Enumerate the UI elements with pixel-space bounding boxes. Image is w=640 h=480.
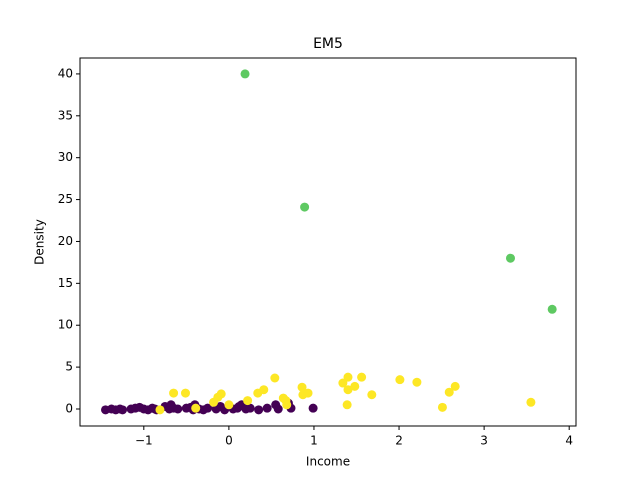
- x-tick-label: 4: [565, 434, 573, 448]
- scatter-point: [180, 388, 190, 398]
- scatter-point: [357, 372, 367, 382]
- scatter-point: [273, 404, 283, 414]
- x-tick-label: 3: [480, 434, 488, 448]
- y-axis-label: Density: [33, 219, 47, 265]
- x-tick-label: −1: [135, 434, 153, 448]
- y-tick-label: 25: [58, 192, 73, 206]
- scatter-point: [450, 381, 460, 391]
- scatter-point: [169, 388, 179, 398]
- scatter-point: [209, 397, 219, 407]
- scatter-point: [203, 403, 213, 413]
- scatter-point: [526, 397, 536, 407]
- scatter-point: [191, 403, 201, 413]
- scatter-point: [338, 378, 348, 388]
- scatter-point: [300, 202, 310, 212]
- scatter-point: [224, 400, 234, 410]
- scatter-point: [367, 390, 377, 400]
- scatter-point: [155, 405, 165, 415]
- scatter-point: [240, 69, 250, 79]
- scatter-point: [262, 403, 272, 413]
- scatter-point: [342, 400, 352, 410]
- scatter-point: [343, 372, 353, 382]
- scatter-point: [437, 402, 447, 412]
- scatter-point: [343, 385, 353, 395]
- x-tick-label: 0: [225, 434, 233, 448]
- plot-frame: [79, 57, 577, 427]
- scatter-point: [547, 304, 557, 314]
- x-axis-label: Income: [306, 455, 350, 469]
- scatter-point: [254, 405, 264, 415]
- y-tick-label: 35: [58, 108, 73, 122]
- y-tick-label: 0: [65, 401, 73, 415]
- scatter-point: [350, 381, 360, 391]
- y-tick-label: 20: [58, 234, 73, 248]
- x-tick-label: 2: [395, 434, 403, 448]
- scatter-point: [243, 396, 253, 406]
- scatter-point: [395, 375, 405, 385]
- chart-title: EM5: [313, 36, 343, 52]
- scatter-point: [444, 387, 454, 397]
- scatter-point: [118, 405, 128, 415]
- scatter-point: [303, 388, 313, 398]
- scatter-point: [270, 373, 280, 383]
- y-tick-label: 15: [58, 276, 73, 290]
- y-tick-label: 10: [58, 318, 73, 332]
- scatter-point: [505, 253, 515, 263]
- scatter-point: [245, 403, 255, 413]
- scatter-point: [259, 385, 269, 395]
- scatter-point: [282, 400, 292, 410]
- y-tick-label: 40: [58, 66, 73, 80]
- scatter-point: [308, 403, 318, 413]
- scatter-point: [173, 404, 183, 414]
- y-tick-label: 5: [65, 360, 73, 374]
- scatter-point: [216, 389, 226, 399]
- y-tick-label: 30: [58, 150, 73, 164]
- scatter-point: [297, 382, 307, 392]
- scatter-point: [412, 377, 422, 387]
- x-tick-label: 1: [310, 434, 318, 448]
